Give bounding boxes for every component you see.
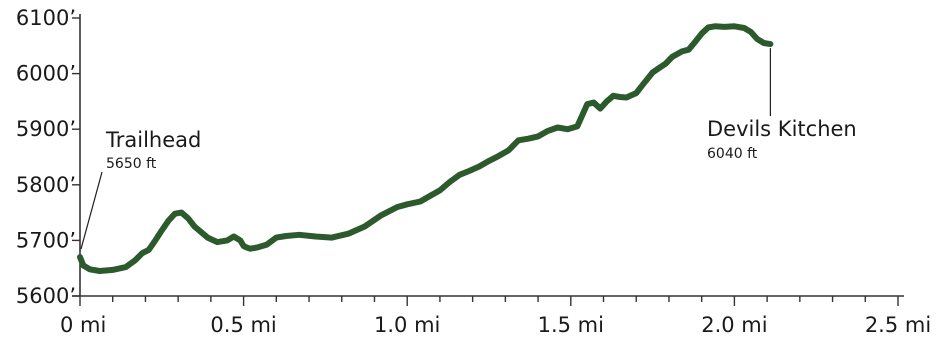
trailhead-leader-line xyxy=(80,171,103,250)
series-area xyxy=(77,23,774,274)
trailhead-elevation: 5650 ft xyxy=(106,156,157,172)
x-tick-label: 1.5 mi xyxy=(538,313,604,337)
x-tick-label: 0 mi xyxy=(60,313,106,337)
y-tick-label: 6000’ xyxy=(16,62,76,86)
y-tick-label: 5600’ xyxy=(16,284,76,308)
x-axis: 0 mi 0.5 mi 1.0 mi 1.5 mi 2.0 mi 2.5 mi xyxy=(60,295,931,337)
y-tick-label: 5800’ xyxy=(16,173,76,197)
x-tick-label: 1.0 mi xyxy=(374,313,440,337)
devils-kitchen-label: Devils Kitchen xyxy=(707,117,857,141)
y-axis: 5600’ 5700’ 5800’ 5900’ 6000’ 6100’ xyxy=(16,6,81,308)
trailhead-label: Trailhead xyxy=(105,128,201,152)
y-tick-label: 6100’ xyxy=(16,6,76,30)
x-tick-label: 2.0 mi xyxy=(701,313,767,337)
elevation-series-line xyxy=(77,23,774,274)
annotations: Trailhead 5650 ft Devils Kitchen 6040 ft xyxy=(80,48,857,250)
y-tick-label: 5700’ xyxy=(16,228,76,252)
x-tick-label: 0.5 mi xyxy=(210,313,276,337)
y-tick-label: 5900’ xyxy=(16,117,76,141)
devils-kitchen-elevation: 6040 ft xyxy=(707,146,758,162)
x-tick-label: 2.5 mi xyxy=(865,313,931,337)
